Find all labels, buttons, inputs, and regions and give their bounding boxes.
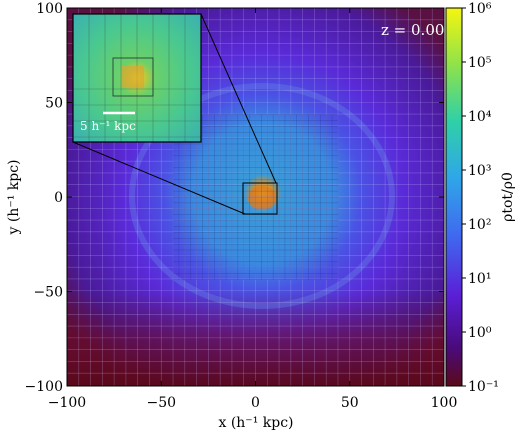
x-axis-label: x (h⁻¹ kpc) xyxy=(218,415,293,431)
colorbar-gradient xyxy=(445,7,463,387)
colorbar-tick-label: 10⁰ xyxy=(468,325,492,341)
x-axis: −100 −50 0 50 100 xyxy=(48,8,458,411)
y-tick-label: −100 xyxy=(25,379,63,395)
low-density-region xyxy=(67,290,444,386)
zoom-connector-top xyxy=(200,13,277,184)
grid-cell xyxy=(112,57,154,97)
y-tick-label: −50 xyxy=(33,285,63,301)
redshift-label: z = 0.00 xyxy=(381,21,444,39)
y-tick-label: 100 xyxy=(36,1,63,17)
zoom-connector-bottom xyxy=(72,141,246,215)
colorbar: 10⁻¹ 10⁰ 10¹ 10² 10³ 10⁴ 10⁵ 10⁶ ρtot/ρ0 xyxy=(445,1,516,395)
colorbar-tick-label: 10⁴ xyxy=(468,109,492,125)
main-plot xyxy=(67,8,444,386)
colorbar-tick-label: 10⁵ xyxy=(468,55,492,71)
zoom-region-box xyxy=(242,182,278,215)
x-tick-label: 0 xyxy=(251,395,260,411)
halo-shell xyxy=(129,83,395,309)
x-tick-label: 50 xyxy=(341,395,359,411)
x-tick-label: −50 xyxy=(146,395,176,411)
y-tick-label: 50 xyxy=(45,96,63,112)
colorbar-tick-label: 10⁶ xyxy=(468,1,492,17)
halo-core xyxy=(248,186,276,210)
inset-core xyxy=(122,66,144,88)
colorbar-tick-label: 10⁻¹ xyxy=(468,379,499,395)
colorbar-ticks: 10⁻¹ 10⁰ 10¹ 10² 10³ 10⁴ 10⁵ 10⁶ xyxy=(462,1,499,395)
y-axis: −100 −50 0 50 100 xyxy=(25,1,444,395)
inset-scalebar-label: 5 h⁻¹ kpc xyxy=(80,119,136,133)
inset-amr-grid xyxy=(73,14,201,142)
colorbar-tick-label: 10³ xyxy=(468,163,491,179)
inset-frame xyxy=(72,13,202,143)
colorbar-tick-label: 10² xyxy=(468,217,491,233)
colorbar-label: ρtot/ρ0 xyxy=(500,172,516,222)
x-tick-label: −100 xyxy=(48,395,86,411)
y-tick-label: 0 xyxy=(54,190,63,206)
inset-panel: 5 h⁻¹ kpc xyxy=(72,13,202,143)
y-axis-label: y (h⁻¹ kpc) xyxy=(6,159,22,235)
colorbar-tick-label: 10¹ xyxy=(468,271,491,287)
x-tick-label: 100 xyxy=(431,395,458,411)
